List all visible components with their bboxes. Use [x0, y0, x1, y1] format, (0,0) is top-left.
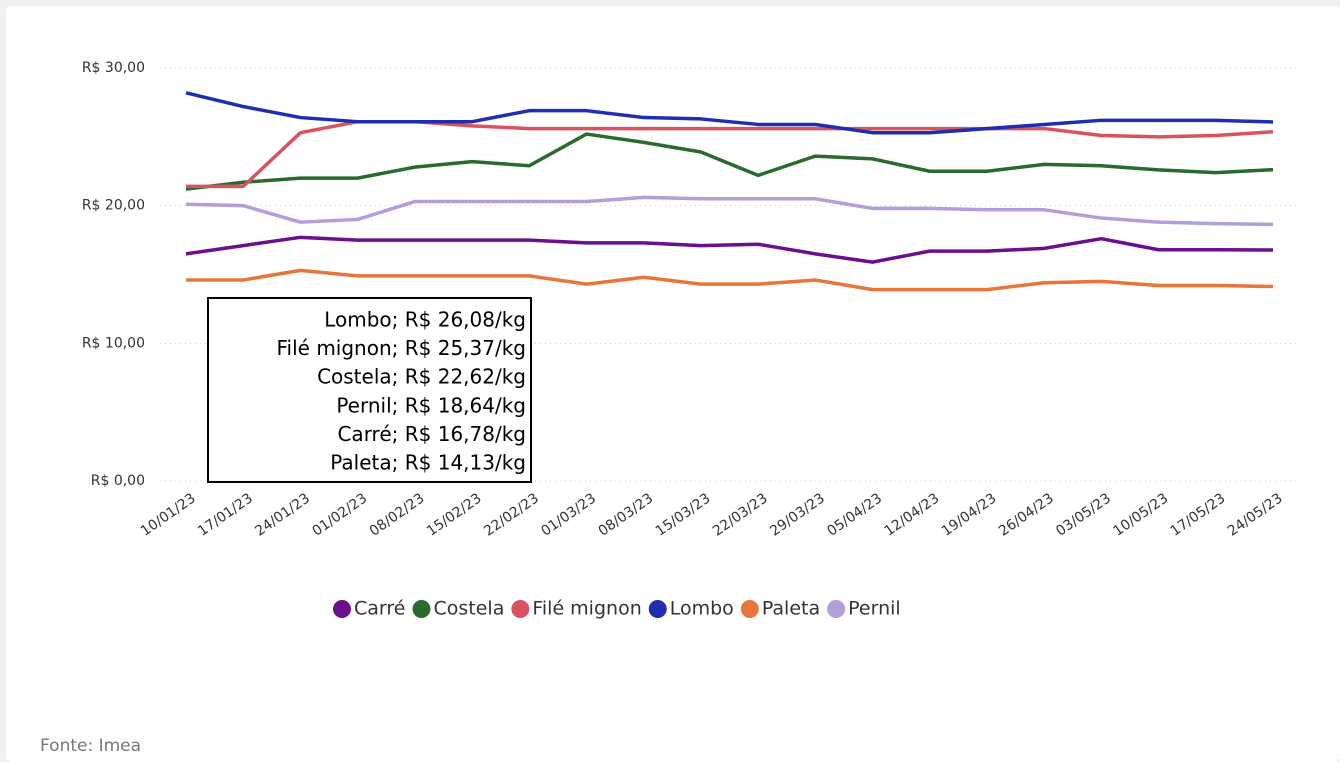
series-line [186, 268, 1274, 292]
legend-marker [827, 600, 846, 618]
tooltip-line: Carré; R$ 16,78/kg [337, 422, 526, 446]
legend-label: Lombo [670, 598, 734, 620]
tooltip-line: Pernil; R$ 18,64/kg [336, 393, 526, 417]
y-tick-label: R$ 10,00 [82, 335, 145, 351]
legend-marker [648, 600, 667, 618]
series-line [185, 132, 1274, 191]
series-line [185, 195, 1274, 227]
y-tick-label: R$ 20,00 [82, 198, 145, 214]
y-tick-label: R$ 30,00 [82, 60, 145, 76]
tooltip-line: Filé mignon; R$ 25,37/kg [277, 336, 527, 360]
tooltip-line: Costela; R$ 22,62/kg [317, 365, 526, 389]
legend-marker [412, 600, 431, 618]
tooltip-box [207, 297, 532, 483]
tooltip-line: Paleta; R$ 14,13/kg [330, 451, 526, 475]
legend: Carré Costela Filé mignon Lombo Paleta Pernil [333, 598, 901, 620]
legend-marker [333, 600, 351, 618]
legend-label: Pernil [848, 598, 901, 620]
legend-marker [511, 600, 530, 618]
legend-label: Costela [433, 598, 504, 620]
legend-label: Paleta [762, 598, 820, 620]
series-line [185, 91, 1274, 135]
source: Fonte: Imea [40, 736, 141, 756]
lines [185, 91, 1274, 292]
legend-label: Filé mignon [532, 598, 641, 620]
legend-marker [740, 600, 759, 618]
tooltip-line: Lombo; R$ 26,08/kg [324, 308, 526, 332]
tooltip: Lombo; R$ 26,08/kg Filé mignon; R$ 25,37/… [207, 297, 532, 483]
card [6, 6, 1340, 762]
y-tick-label: R$ 0,00 [91, 473, 145, 489]
legend-label: Carré [354, 598, 405, 620]
series-line [185, 235, 1274, 264]
